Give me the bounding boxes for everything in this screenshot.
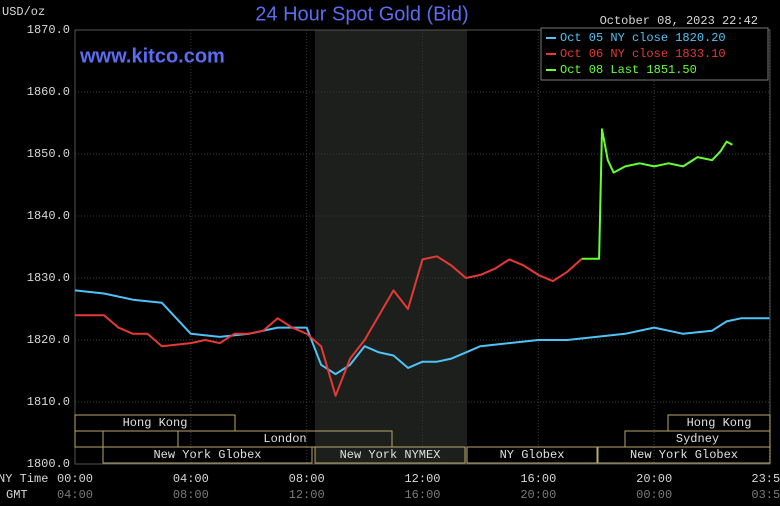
session-label: New York Globex xyxy=(630,448,738,462)
x-axis-label: NY Time xyxy=(0,472,48,486)
x2-tick-label: 00:00 xyxy=(636,488,672,502)
price-line xyxy=(75,255,583,397)
x-tick-label: 23:59 xyxy=(751,472,780,486)
session-box xyxy=(597,446,771,464)
y-tick-label: 1820.0 xyxy=(27,333,70,347)
nymex-session-shade xyxy=(315,30,467,464)
session-box xyxy=(466,446,598,464)
x2-tick-label: 20:00 xyxy=(520,488,556,502)
session-label: Hong Kong xyxy=(123,416,188,430)
unit-label: USD/oz xyxy=(2,5,45,19)
watermark: www.kitco.com xyxy=(79,45,225,67)
session-label: London xyxy=(263,432,306,446)
x-tick-label: 12:00 xyxy=(404,472,440,486)
x2-tick-label: 16:00 xyxy=(404,488,440,502)
y-tick-label: 1830.0 xyxy=(27,271,70,285)
chart-title: 24 Hour Spot Gold (Bid) xyxy=(255,3,468,25)
y-tick-label: 1850.0 xyxy=(27,147,70,161)
session-box xyxy=(314,446,466,464)
x-tick-label: 08:00 xyxy=(289,472,325,486)
y-tick-label: 1840.0 xyxy=(27,209,70,223)
legend-entry: Oct 05 NY close 1820.20 xyxy=(560,31,726,45)
session-label: Sydney xyxy=(676,432,719,446)
price-line xyxy=(581,128,733,260)
y-tick-label: 1810.0 xyxy=(27,395,70,409)
x-tick-label: 00:00 xyxy=(57,472,93,486)
session-label: Hong Kong xyxy=(687,416,752,430)
session-label: New York NYMEX xyxy=(340,448,441,462)
y-tick-label: 1860.0 xyxy=(27,85,70,99)
x2-tick-label: 03:59 xyxy=(751,488,780,502)
x-tick-label: 04:00 xyxy=(173,472,209,486)
x-tick-label: 20:00 xyxy=(636,472,672,486)
x2-tick-label: 08:00 xyxy=(173,488,209,502)
session-label: New York Globex xyxy=(153,448,261,462)
x2-tick-label: 12:00 xyxy=(289,488,325,502)
legend-box xyxy=(540,27,769,81)
y-tick-label: 1870.0 xyxy=(27,23,70,37)
x2-axis-label: GMT xyxy=(6,488,28,502)
timestamp: October 08, 2023 22:42 xyxy=(600,14,758,28)
legend-entry: Oct 08 Last 1851.50 xyxy=(560,63,697,77)
legend-entry: Oct 06 NY close 1833.10 xyxy=(560,47,726,61)
price-line xyxy=(74,289,770,376)
session-label: NY Globex xyxy=(500,448,565,462)
session-box xyxy=(102,446,313,464)
x-tick-label: 16:00 xyxy=(520,472,556,486)
y-tick-label: 1800.0 xyxy=(27,457,70,471)
session-box xyxy=(74,414,236,432)
plot-frame xyxy=(74,29,771,465)
x2-tick-label: 04:00 xyxy=(57,488,93,502)
